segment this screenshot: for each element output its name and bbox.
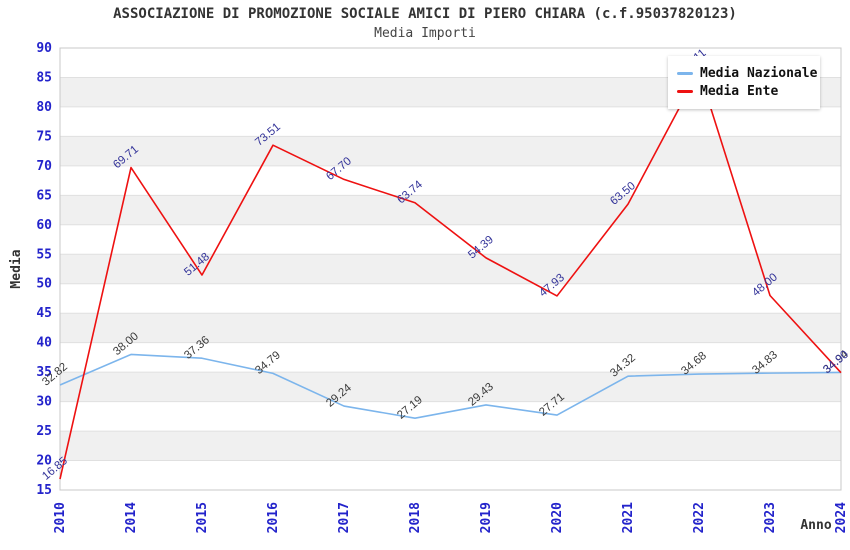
plot-band xyxy=(60,313,841,343)
chart-title: ASSOCIAZIONE DI PROMOZIONE SOCIALE AMICI… xyxy=(113,6,737,22)
y-tick-label: 65 xyxy=(36,188,52,203)
y-tick-label: 50 xyxy=(36,277,52,292)
x-tick-label: 2023 xyxy=(763,502,778,533)
y-axis-title: Media xyxy=(9,249,24,288)
y-tick-label: 45 xyxy=(36,306,52,321)
x-axis-title: Anno xyxy=(800,518,831,533)
legend-item-media-ente[interactable]: Media Ente xyxy=(677,84,812,99)
x-tick-label: 2017 xyxy=(337,502,352,533)
x-tick-label: 2016 xyxy=(266,502,281,533)
x-tick-label: 2020 xyxy=(550,502,565,533)
series-line-media-nazionale xyxy=(59,353,842,419)
y-tick-label: 40 xyxy=(36,336,52,351)
y-tick-label: 20 xyxy=(36,454,52,469)
y-tick-label: 30 xyxy=(36,395,52,410)
legend-label: Media Ente xyxy=(700,84,779,99)
legend-swatch-red xyxy=(677,90,693,93)
y-tick-label: 90 xyxy=(36,41,52,56)
y-tick-label: 80 xyxy=(36,100,52,115)
y-tick-label: 75 xyxy=(36,129,52,144)
x-tick-label: 2014 xyxy=(124,502,139,533)
x-tick-label: 2010 xyxy=(53,502,68,533)
legend-item-media-nazionale[interactable]: Media Nazionale xyxy=(677,66,817,81)
x-tick-label: 2024 xyxy=(834,502,849,533)
x-tick-label: 2015 xyxy=(195,502,210,533)
legend: Media Nazionale Media Ente xyxy=(668,56,820,109)
y-tick-label: 25 xyxy=(36,424,52,439)
x-tick-label: 2019 xyxy=(479,502,494,533)
y-tick-label: 60 xyxy=(36,218,52,233)
y-tick-label: 35 xyxy=(36,365,52,380)
plot-band xyxy=(60,372,841,402)
plot-band xyxy=(60,431,841,461)
plot-band xyxy=(60,254,841,284)
plot-band xyxy=(60,136,841,166)
legend-swatch-blue xyxy=(677,72,693,75)
x-tick-label: 2018 xyxy=(408,502,423,533)
x-tick-label: 2021 xyxy=(621,502,636,533)
plot-band xyxy=(60,195,841,225)
y-tick-label: 85 xyxy=(36,70,52,85)
y-tick-label: 70 xyxy=(36,159,52,174)
x-tick-label: 2022 xyxy=(692,502,707,533)
plot-border xyxy=(59,47,842,491)
chart-subtitle: Media Importi xyxy=(374,26,476,41)
y-tick-label: 55 xyxy=(36,247,52,262)
legend-label: Media Nazionale xyxy=(700,66,818,81)
y-tick-label: 15 xyxy=(36,483,52,498)
